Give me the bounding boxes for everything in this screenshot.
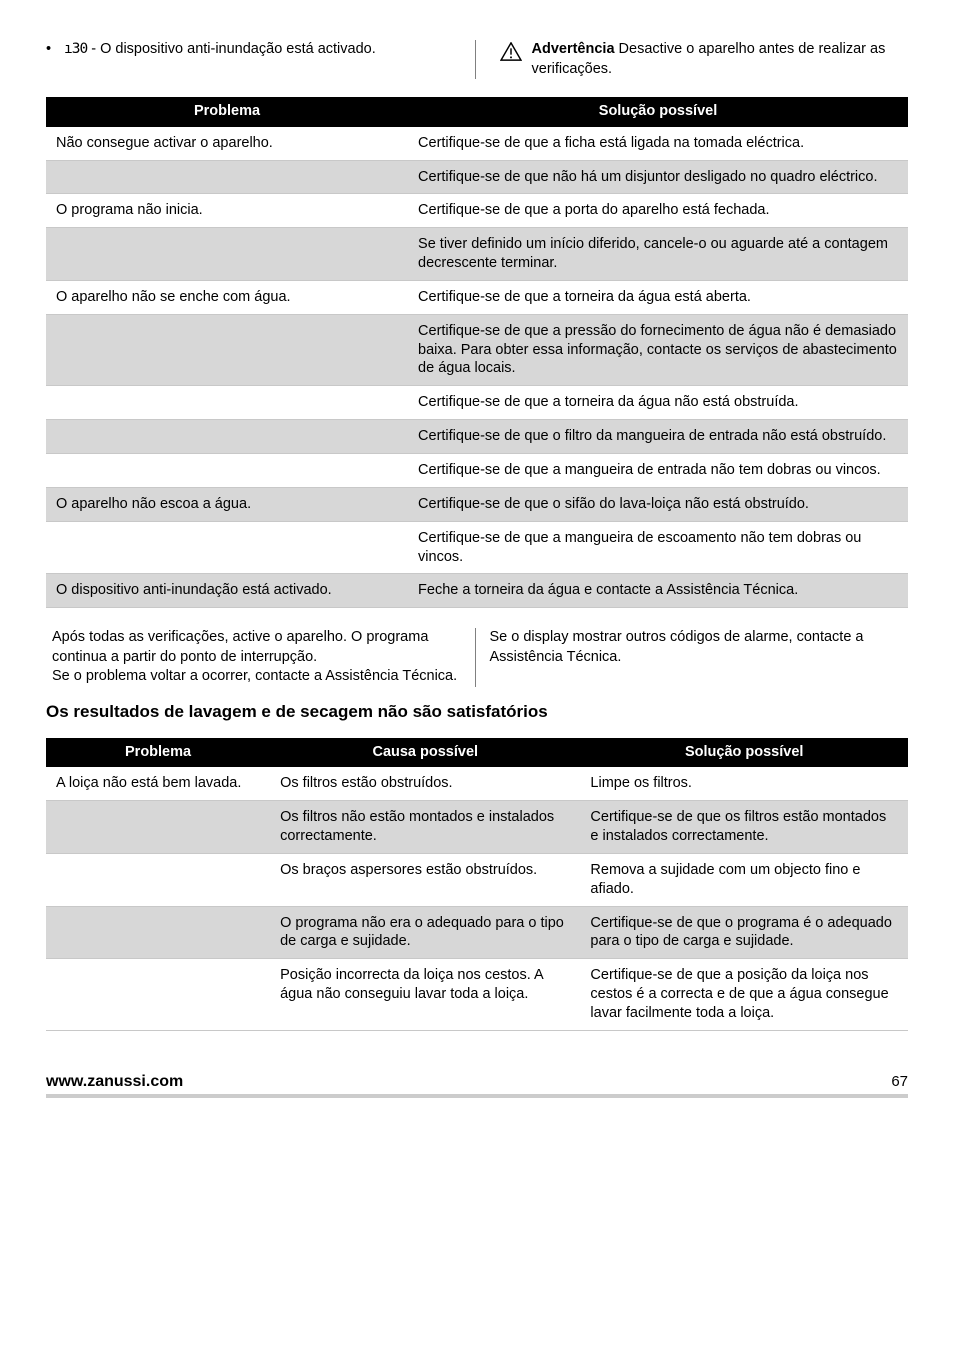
t1-cell-problem: Não consegue activar o aparelho. [46, 127, 408, 160]
t1-cell-solution: Certifique-se de que a pressão do fornec… [408, 314, 908, 386]
footer-page: 67 [891, 1072, 908, 1092]
wash-results-table: Problema Causa possível Solução possível… [46, 738, 908, 1031]
t1-cell-solution: Feche a torneira da água e contacte a As… [408, 574, 908, 608]
t2-cell: Limpe os filtros. [580, 767, 908, 800]
t2-cell: Certifique-se de que o programa é o adeq… [580, 906, 908, 959]
t1-cell-solution: Certifique-se de que a mangueira de esco… [408, 521, 908, 574]
table-row: O dispositivo anti-inundação está activa… [46, 574, 908, 608]
warning-text: Advertência Desactive o aparelho antes d… [532, 40, 909, 79]
footer-url: www.zanussi.com [46, 1071, 183, 1093]
table-row: Certifique-se de que não há um disjuntor… [46, 160, 908, 194]
t1-cell-problem [46, 228, 408, 281]
table-row: Os filtros não estão montados e instalad… [46, 801, 908, 854]
t1-cell-problem: O programa não inicia. [46, 194, 408, 228]
t2-cell: A loiça não está bem lavada. [46, 767, 270, 800]
t1-cell-problem [46, 521, 408, 574]
t1-cell-solution: Certifique-se de que o filtro da manguei… [408, 420, 908, 454]
t2-cell: Certifique-se de que os filtros estão mo… [580, 801, 908, 854]
warning-triangle-icon [500, 42, 522, 61]
t1-cell-problem [46, 386, 408, 420]
t1-h2: Solução possível [408, 97, 908, 127]
t2-cell [46, 959, 270, 1031]
mid-columns: Após todas as verificações, active o apa… [46, 628, 908, 687]
t1-cell-problem [46, 314, 408, 386]
t1-cell-problem: O aparelho não se enche com água. [46, 280, 408, 314]
t1-cell-solution: Certifique-se de que o sifão do lava-loi… [408, 487, 908, 521]
t2-cell: Os filtros estão obstruídos. [270, 767, 580, 800]
t2-h1: Problema [46, 738, 270, 768]
t2-cell: O programa não era o adequado para o tip… [270, 906, 580, 959]
mid-left-text: Após todas as verificações, active o apa… [46, 628, 471, 687]
t2-cell: Os braços aspersores estão obstruídos. [270, 853, 580, 906]
troubleshoot-table: Problema Solução possível Não consegue a… [46, 97, 908, 608]
t1-cell-solution: Certifique-se de que a porta do aparelho… [408, 194, 908, 228]
table-row: Se tiver definido um início diferido, ca… [46, 228, 908, 281]
t1-cell-problem [46, 420, 408, 454]
t1-cell-solution: Se tiver definido um início diferido, ca… [408, 228, 908, 281]
t2-cell [46, 853, 270, 906]
t1-cell-problem: O aparelho não escoa a água. [46, 487, 408, 521]
bullet-col: • ı30 - O dispositivo anti-inundação est… [46, 40, 455, 79]
t1-h1: Problema [46, 97, 408, 127]
bullet-body: - O dispositivo anti-inundação está acti… [87, 41, 376, 57]
section-heading: Os resultados de lavagem e de secagem nã… [46, 701, 908, 724]
t2-h3: Solução possível [580, 738, 908, 768]
table-row: Certifique-se de que a mangueira de entr… [46, 453, 908, 487]
table-row: Certifique-se de que a torneira da água … [46, 386, 908, 420]
table-row: O aparelho não se enche com água.Certifi… [46, 280, 908, 314]
t1-cell-solution: Certifique-se de que a torneira da água … [408, 386, 908, 420]
bullet-dot: • [46, 40, 64, 60]
table-row: Certifique-se de que a mangueira de esco… [46, 521, 908, 574]
t1-cell-solution: Certifique-se de que a torneira da água … [408, 280, 908, 314]
t1-cell-solution: Certifique-se de que a mangueira de entr… [408, 453, 908, 487]
t2-cell: Os filtros não estão montados e instalad… [270, 801, 580, 854]
vertical-divider [475, 40, 476, 79]
table-row: A loiça não está bem lavada.Os filtros e… [46, 767, 908, 800]
t1-cell-solution: Certifique-se de que não há um disjuntor… [408, 160, 908, 194]
table-row: O programa não era o adequado para o tip… [46, 906, 908, 959]
t2-cell [46, 801, 270, 854]
table-row: O programa não inicia.Certifique-se de q… [46, 194, 908, 228]
t1-cell-problem: O dispositivo anti-inundação está activa… [46, 574, 408, 608]
table-row: Os braços aspersores estão obstruídos.Re… [46, 853, 908, 906]
mid-right-text: Se o display mostrar outros códigos de a… [484, 628, 909, 687]
vertical-divider-2 [475, 628, 476, 687]
top-columns: • ı30 - O dispositivo anti-inundação est… [46, 40, 908, 79]
t2-cell: Remova a sujidade com um objecto fino e … [580, 853, 908, 906]
warning-col: Advertência Desactive o aparelho antes d… [500, 40, 909, 79]
table-row: O aparelho não escoa a água.Certifique-s… [46, 487, 908, 521]
table-row: Certifique-se de que o filtro da manguei… [46, 420, 908, 454]
t1-cell-solution: Certifique-se de que a ficha está ligada… [408, 127, 908, 160]
table-row: Não consegue activar o aparelho.Certifiq… [46, 127, 908, 160]
t2-cell: Certifique-se de que a posição da loiça … [580, 959, 908, 1031]
table-row: Posição incorrecta da loiça nos cestos. … [46, 959, 908, 1031]
table-row: Certifique-se de que a pressão do fornec… [46, 314, 908, 386]
t2-cell [46, 906, 270, 959]
page-footer: www.zanussi.com 67 [46, 1071, 908, 1099]
bullet-text: ı30 - O dispositivo anti-inundação está … [64, 40, 376, 60]
t1-cell-problem [46, 453, 408, 487]
seg-code: ı30 [64, 41, 87, 57]
warning-label: Advertência [532, 41, 615, 57]
t1-cell-problem [46, 160, 408, 194]
t2-h2: Causa possível [270, 738, 580, 768]
t2-cell: Posição incorrecta da loiça nos cestos. … [270, 959, 580, 1031]
